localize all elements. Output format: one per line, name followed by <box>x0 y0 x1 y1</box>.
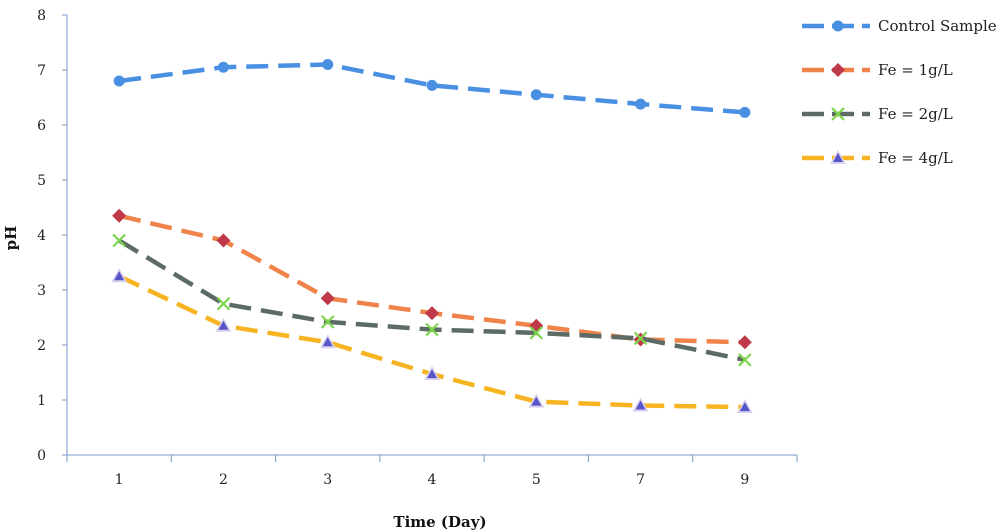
legend-marker <box>832 20 844 32</box>
legend: Control Sample Fe = 1g/L Fe = 2g/L Fe = 4g/… <box>802 17 997 167</box>
data-point <box>425 322 439 337</box>
data-point <box>320 315 335 329</box>
series-line <box>117 238 746 363</box>
data-point <box>111 268 128 283</box>
data-point <box>528 393 545 408</box>
data-point <box>217 61 229 73</box>
data-point <box>632 397 649 412</box>
legend-marker <box>831 107 845 121</box>
data-point <box>736 399 753 414</box>
legend-label: Fe = 1g/L <box>878 61 953 79</box>
data-point <box>319 334 336 349</box>
data-point <box>425 306 439 321</box>
series-3 <box>112 233 752 367</box>
data-point <box>216 233 231 248</box>
legend-marker <box>830 150 846 164</box>
legend-marker <box>831 63 845 77</box>
x-tick-label: 1 <box>115 472 124 488</box>
data-point <box>216 296 231 311</box>
y-tick-label: 0 <box>37 448 46 464</box>
data-point <box>529 326 544 340</box>
series-layer <box>111 59 753 414</box>
series-1 <box>113 59 751 118</box>
legend-item: Fe = 4g/L <box>802 149 953 167</box>
x-axis-ticks: 1 2 3 4 5 7 9 <box>66 455 798 488</box>
legend-item: Control Sample <box>802 17 997 35</box>
series-4 <box>111 268 753 414</box>
y-tick-label: 4 <box>37 228 46 244</box>
x-tick-label: 5 <box>532 472 541 488</box>
data-point <box>635 98 647 110</box>
y-tick-label: 6 <box>37 118 46 134</box>
x-tick-label: 9 <box>740 472 749 488</box>
x-tick-label: 3 <box>323 472 332 488</box>
data-point <box>320 291 335 306</box>
x-tick-label: 4 <box>428 472 437 488</box>
data-point <box>112 233 126 248</box>
data-point <box>426 79 438 91</box>
x-tick-label: 2 <box>219 472 228 488</box>
legend-item: Fe = 2g/L <box>802 105 953 123</box>
data-point <box>737 335 752 350</box>
y-tick-label: 2 <box>37 338 46 354</box>
y-tick-label: 7 <box>37 63 46 79</box>
data-point <box>112 208 127 223</box>
data-point <box>322 59 334 70</box>
data-point <box>215 317 232 332</box>
data-point <box>113 75 125 87</box>
data-point <box>738 353 752 367</box>
y-tick-label: 8 <box>37 8 46 24</box>
x-axis-title: Time (Day) <box>393 513 486 531</box>
x-tick-label: 7 <box>636 472 645 488</box>
y-tick-label: 3 <box>37 283 46 299</box>
y-axis-ticks: 0 1 2 3 4 5 6 7 8 <box>37 8 67 464</box>
y-tick-label: 1 <box>37 393 46 409</box>
legend-label: Fe = 4g/L <box>878 149 953 167</box>
data-point <box>530 89 542 101</box>
y-axis-title: pH <box>2 226 20 251</box>
legend-label: Fe = 2g/L <box>878 105 953 123</box>
legend-label: Control Sample <box>878 17 997 35</box>
data-point <box>424 366 440 381</box>
data-point <box>739 106 751 118</box>
data-point <box>633 331 648 346</box>
legend-item: Fe = 1g/L <box>802 61 953 79</box>
y-tick-label: 5 <box>37 173 46 189</box>
